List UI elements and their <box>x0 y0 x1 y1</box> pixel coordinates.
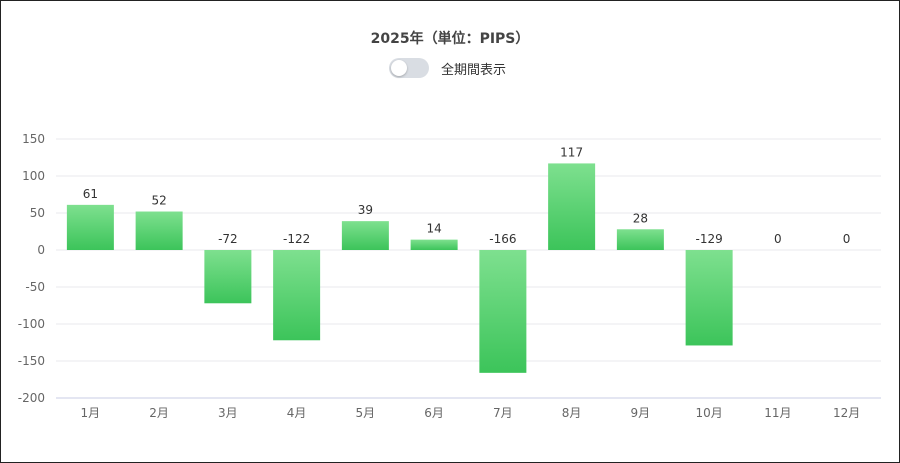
x-tick-label: 9月 <box>631 406 651 420</box>
y-tick-label: -50 <box>25 280 45 294</box>
bar[interactable] <box>685 250 733 346</box>
bar[interactable] <box>548 163 596 250</box>
y-tick-label: 100 <box>22 169 45 183</box>
x-tick-label: 2月 <box>149 406 169 420</box>
x-tick-label: 3月 <box>218 406 238 420</box>
bar[interactable] <box>204 250 252 304</box>
y-tick-label: 0 <box>37 243 45 257</box>
all-period-toggle[interactable] <box>389 58 429 78</box>
x-axis: 1月 2月 3月 4月 5月 6月 7月 8月 9月 10月 11月 12月 <box>81 406 861 420</box>
x-tick-label: 1月 <box>81 406 101 420</box>
bar[interactable] <box>135 211 183 250</box>
y-axis: 150 100 50 0 -50 -100 -150 -200 <box>18 132 45 405</box>
value-labels: 61 52 -72 -122 39 14 -166 117 28 -129 0 0 <box>83 145 851 246</box>
toggle-knob <box>391 60 407 76</box>
bar-value-label: 61 <box>83 187 98 201</box>
y-tick-label: -100 <box>18 317 45 331</box>
x-tick-label: 5月 <box>356 406 376 420</box>
x-tick-label: 11月 <box>764 406 791 420</box>
bar-value-label: 39 <box>358 203 373 217</box>
bar-value-label: 14 <box>426 222 441 236</box>
x-tick-label: 7月 <box>493 406 513 420</box>
y-tick-label: 50 <box>30 206 45 220</box>
chart-title: 2025年（単位：PIPS） <box>370 31 530 47</box>
x-tick-label: 8月 <box>562 406 582 420</box>
x-tick-label: 6月 <box>424 406 444 420</box>
bar-value-label: 28 <box>633 211 648 225</box>
x-tick-label: 12月 <box>833 406 860 420</box>
bar[interactable] <box>66 204 114 250</box>
bar-value-label: -166 <box>489 232 516 246</box>
bar-value-label: -129 <box>696 232 723 246</box>
bar-value-label: -122 <box>283 232 310 246</box>
bar[interactable] <box>410 239 458 250</box>
bar[interactable] <box>341 221 389 250</box>
bar-value-label: -72 <box>218 232 238 246</box>
all-period-toggle-group: 全期間表示 <box>389 57 506 79</box>
all-period-toggle-label: 全期間表示 <box>441 62 507 78</box>
bar-value-label: 0 <box>774 232 782 246</box>
bars <box>66 163 733 373</box>
bar-value-label: 117 <box>560 145 583 159</box>
bar-value-label: 0 <box>843 232 851 246</box>
y-tick-label: -200 <box>18 391 45 405</box>
bar[interactable] <box>616 229 664 250</box>
y-tick-label: 150 <box>22 132 45 146</box>
y-tick-label: -150 <box>18 354 45 368</box>
bar[interactable] <box>479 250 527 373</box>
bar[interactable] <box>273 250 321 341</box>
grid-lines <box>56 138 881 399</box>
bar-value-label: 52 <box>151 194 166 208</box>
x-tick-label: 10月 <box>695 406 722 420</box>
x-tick-label: 4月 <box>287 406 307 420</box>
